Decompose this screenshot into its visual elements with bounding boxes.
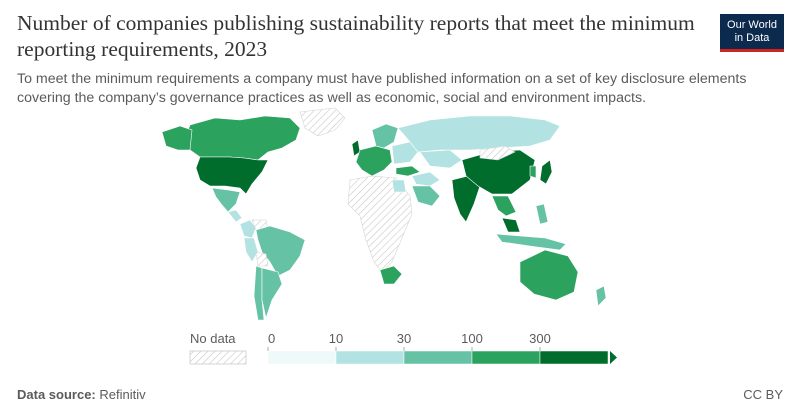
legend-no-data-swatch bbox=[189, 350, 247, 365]
world-map bbox=[161, 107, 607, 321]
data-source: Data source: Refinitiv bbox=[17, 387, 146, 402]
region-alaska[interactable] bbox=[161, 125, 193, 151]
region-mexico[interactable] bbox=[211, 187, 241, 213]
region-saudi-arabia[interactable] bbox=[411, 185, 441, 207]
legend-bin bbox=[471, 350, 541, 365]
region-greenland[interactable] bbox=[299, 107, 346, 137]
region-turkey[interactable] bbox=[395, 165, 421, 177]
legend-tick-label: 30 bbox=[397, 331, 411, 346]
region-egypt[interactable] bbox=[391, 179, 407, 193]
region-peru[interactable] bbox=[243, 237, 259, 263]
region-southeast-asia[interactable] bbox=[491, 195, 517, 217]
region-philippines[interactable] bbox=[535, 203, 549, 225]
data-source-value: Refinitiv bbox=[99, 387, 146, 402]
region-south-africa[interactable] bbox=[379, 265, 403, 285]
region-scandinavia[interactable] bbox=[371, 123, 399, 149]
region-canada[interactable] bbox=[183, 115, 301, 161]
legend-bin bbox=[335, 350, 405, 365]
region-colombia[interactable] bbox=[239, 219, 257, 239]
region-australia[interactable] bbox=[519, 249, 579, 301]
region-korea[interactable] bbox=[529, 165, 537, 179]
legend-tick-label: 300 bbox=[529, 331, 551, 346]
logo-line-2: in Data bbox=[734, 32, 770, 44]
legend-arrow bbox=[610, 351, 617, 364]
chart-subtitle: To meet the minimum requirements a compa… bbox=[17, 71, 747, 106]
legend-tick-label: 10 bbox=[329, 331, 343, 346]
logo-accent-bar bbox=[720, 49, 784, 52]
legend-no-data-label: No data bbox=[190, 331, 236, 346]
region-central-america[interactable] bbox=[227, 209, 243, 223]
legend-tick-label: 0 bbox=[268, 331, 275, 346]
owid-logo[interactable]: Our World in Data bbox=[720, 14, 784, 52]
region-argentina[interactable] bbox=[261, 267, 283, 320]
region-africa[interactable] bbox=[347, 175, 413, 273]
region-bolivia[interactable] bbox=[255, 251, 269, 267]
region-middle-east[interactable] bbox=[411, 171, 441, 187]
region-mongolia[interactable] bbox=[479, 145, 516, 161]
region-usa[interactable] bbox=[195, 156, 269, 195]
region-indonesia[interactable] bbox=[495, 233, 567, 251]
region-malaysia[interactable] bbox=[501, 217, 521, 233]
legend-bin bbox=[403, 350, 473, 365]
map-legend: No data 0 10 30 100 300 bbox=[189, 331, 617, 365]
chart-title: Number of companies publishing sustainab… bbox=[17, 11, 695, 61]
region-new-zealand[interactable] bbox=[595, 285, 607, 307]
legend-bin bbox=[539, 350, 609, 365]
logo-line-1: Our World bbox=[727, 19, 777, 31]
region-eastern-europe[interactable] bbox=[391, 141, 419, 165]
region-kazakhstan[interactable] bbox=[419, 149, 463, 169]
region-brazil[interactable] bbox=[255, 225, 306, 277]
license[interactable]: CC BY bbox=[743, 387, 783, 402]
legend-tick-label: 100 bbox=[461, 331, 483, 346]
region-japan[interactable] bbox=[539, 159, 553, 185]
data-source-label: Data source: bbox=[17, 387, 96, 402]
legend-bin bbox=[267, 350, 337, 365]
